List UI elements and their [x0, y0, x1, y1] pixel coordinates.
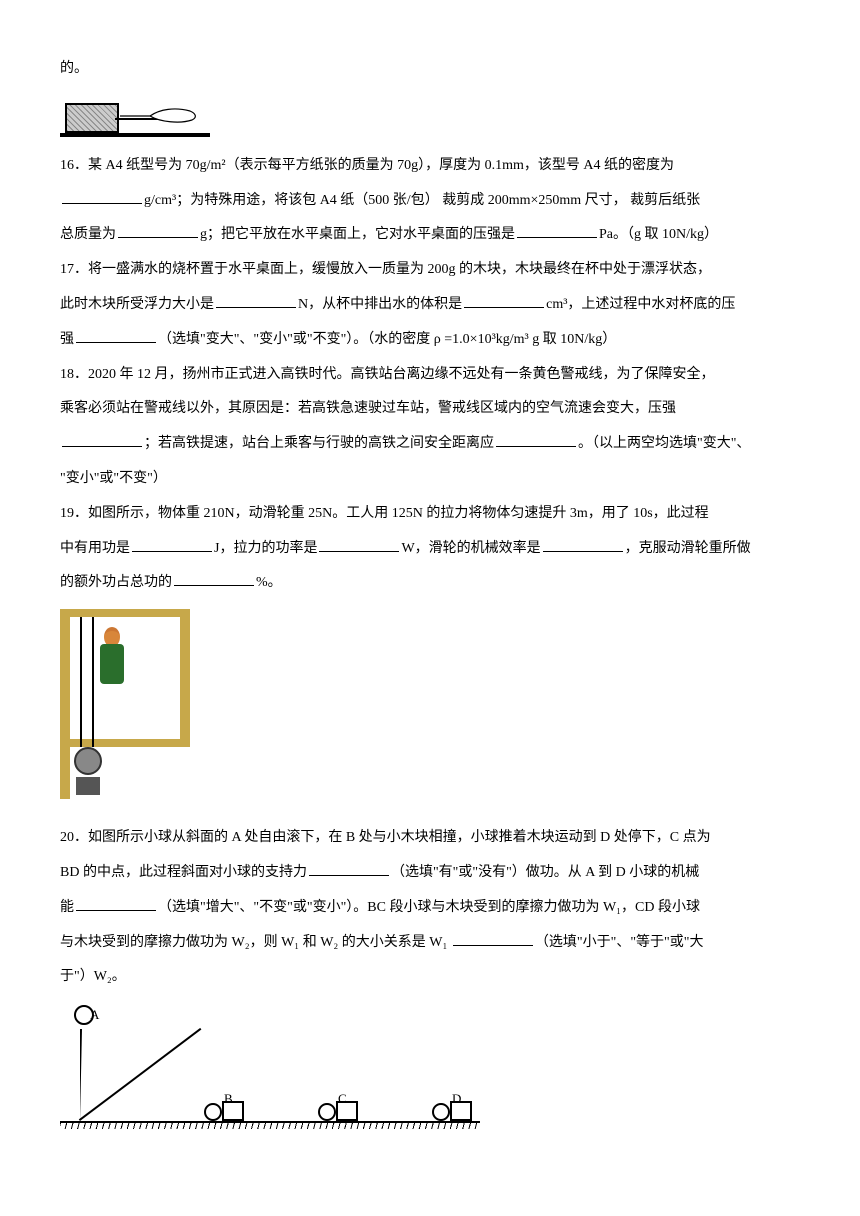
q20-hint-c: （选填"增大"、"不变"或"变小"）。BC 段小球与木块受到的摩擦力做功为 W₁…: [158, 900, 700, 915]
fig2-frame: [60, 609, 70, 799]
q16-blank-mass[interactable]: [118, 223, 198, 238]
q20-text-c: 能: [60, 900, 74, 915]
q17-line3: 强 （选填"变大"、"变小"或"不变"）。（水的密度 ρ =1.0×10³kg/m…: [60, 325, 800, 356]
q17-line1: 17．将一盛满水的烧杯置于水平桌面上，缓慢放入一质量为 200g 的木块，木块最…: [60, 255, 800, 286]
q20-line1: 20．如图所示小球从斜面的 A 处自由滚下，在 B 处与小木块相撞，小球推着木块…: [60, 823, 800, 854]
q20-hint-d: （选填"小于"、"等于"或"大: [535, 935, 704, 950]
q17-line2: 此时木块所受浮力大小是 N，从杯中排出水的体积是 cm³，上述过程中水对杯底的压: [60, 290, 800, 321]
q18-tail: 。（以上两空均选填"变大"、: [578, 436, 750, 451]
q17-blank-volume[interactable]: [464, 293, 544, 308]
figure-pulled-block: [60, 95, 800, 137]
q20-blank-2[interactable]: [76, 896, 156, 911]
ball-c-icon: [318, 1103, 336, 1121]
q17-unit-b: N，从杯中排出水的体积是: [298, 297, 462, 312]
q16-line3: 总质量为 g；把它平放在水平桌面上，它对水平桌面的压强是 Pa。（g 取 10N/k…: [60, 220, 800, 251]
q16-line2: g/cm³；为特殊用途，将该包 A4 纸（500 张/包） 裁剪成 200mm×…: [60, 186, 800, 217]
worker-body-icon: [100, 644, 124, 684]
q19-line3: 的额外功占总功的 %。: [60, 568, 800, 599]
pulley-icon: [74, 747, 102, 775]
q18-line2: 乘客必须站在警戒线以外，其原因是：若高铁急速驶过车站，警戒线区域内的空气流速会变…: [60, 394, 800, 425]
fig2-rope: [92, 617, 94, 747]
q19-unit-d: %。: [256, 575, 282, 590]
q16-line1: 16．某 A4 纸型号为 70g/m²（表示每平方纸张的质量为 70g），厚度为…: [60, 151, 800, 182]
q18-line1: 18．2020 年 12 月，扬州市正式进入高铁时代。高铁站台离边缘不远处有一条…: [60, 360, 800, 391]
q17-blank-pressure[interactable]: [76, 328, 156, 343]
q20-line2: BD 的中点，此过程斜面对小球的支持力 （选填"有"或"没有"）做功。从 A 到 …: [60, 858, 800, 889]
figure-incline: A B C D: [60, 1003, 800, 1123]
q17-text-b: 此时木块所受浮力大小是: [60, 297, 214, 312]
q18-line3: ；若高铁提速，站台上乘客与行驶的高铁之间安全距离应 。（以上两空均选填"变大"、: [60, 429, 800, 460]
q20-blank-3[interactable]: [453, 931, 533, 946]
fig3-ground: [60, 1121, 480, 1123]
q16-unit-c: Pa。（g 取 10N/kg）: [599, 227, 718, 242]
q19-line2: 中有用功是 J，拉力的功率是 W，滑轮的机械效率是 ，克服动滑轮重所做: [60, 534, 800, 565]
q18-text-c: ；若高铁提速，站台上乘客与行驶的高铁之间安全距离应: [144, 436, 494, 451]
q20-hint-b: （选填"有"或"没有"）做功。从 A 到 D 小球的机械: [391, 865, 699, 880]
q16-unit-b: g；把它平放在水平桌面上，它对水平桌面的压强是: [200, 227, 515, 242]
q19-line1: 19．如图所示，物体重 210N，动滑轮重 25N。工人用 125N 的拉力将物…: [60, 499, 800, 530]
load-icon: [76, 777, 100, 795]
opening-text: 的。: [60, 54, 800, 85]
q17-text-c: 强: [60, 332, 74, 347]
label-d: D: [452, 1085, 461, 1114]
q18-blank-pressure[interactable]: [62, 432, 142, 447]
q20-line3: 能 （选填"增大"、"不变"或"变小"）。BC 段小球与木块受到的摩擦力做功为 W…: [60, 893, 800, 924]
fig1-block: [65, 103, 119, 133]
q19-blank-work[interactable]: [132, 537, 212, 552]
fig3-slope: [79, 1028, 202, 1121]
fig3-incline-vertical: [80, 1029, 82, 1121]
q19-text-b: 中有用功是: [60, 541, 130, 556]
fig1-surface: [60, 133, 210, 137]
ball-d-icon: [432, 1103, 450, 1121]
q18-blank-distance[interactable]: [496, 432, 576, 447]
q19-unit-c: W，滑轮的机械效率是: [401, 541, 540, 556]
ball-b-icon: [204, 1103, 222, 1121]
label-b: B: [224, 1085, 233, 1114]
q20-line5: 于"）W₂。: [60, 962, 800, 993]
q19-text-c: ，克服动滑轮重所做: [625, 541, 751, 556]
label-a: A: [90, 1001, 99, 1030]
q20-blank-1[interactable]: [309, 861, 389, 876]
q17-tail: （选填"变大"、"变小"或"不变"）。（水的密度 ρ =1.0×10³kg/m³…: [158, 332, 616, 347]
q16-unit-a: g/cm³；为特殊用途，将该包 A4 纸（500 张/包） 裁剪成 200mm×…: [144, 193, 700, 208]
q20-text-b: BD 的中点，此过程斜面对小球的支持力: [60, 865, 307, 880]
q20-text-d: 与木块受到的摩擦力做功为 W₂，则 W₁ 和 W₂ 的大小关系是 W₁: [60, 935, 447, 950]
q19-blank-pct[interactable]: [174, 571, 254, 586]
hand-icon: [120, 107, 200, 125]
fig2-frame: [60, 609, 190, 617]
q17-blank-buoyancy[interactable]: [216, 293, 296, 308]
q18-line4: "变小"或"不变"）: [60, 464, 800, 495]
q19-text-d: 的额外功占总功的: [60, 575, 172, 590]
q19-unit-b: J，拉力的功率是: [214, 541, 317, 556]
q19-blank-power[interactable]: [319, 537, 399, 552]
label-c: C: [338, 1085, 347, 1114]
q20-line4: 与木块受到的摩擦力做功为 W₂，则 W₁ 和 W₂ 的大小关系是 W₁ （选填"…: [60, 928, 800, 959]
q16-text-a: 16．某 A4 纸型号为 70g/m²（表示每平方纸张的质量为 70g），厚度为…: [60, 158, 674, 173]
q19-blank-eff[interactable]: [543, 537, 623, 552]
fig2-frame: [180, 617, 190, 747]
q16-blank-density[interactable]: [62, 189, 142, 204]
q17-unit-c: cm³，上述过程中水对杯底的压: [546, 297, 735, 312]
q16-blank-pressure[interactable]: [517, 223, 597, 238]
q16-text-b: 总质量为: [60, 227, 116, 242]
fig2-rope: [80, 617, 82, 747]
figure-pulley-worker: [60, 609, 800, 809]
